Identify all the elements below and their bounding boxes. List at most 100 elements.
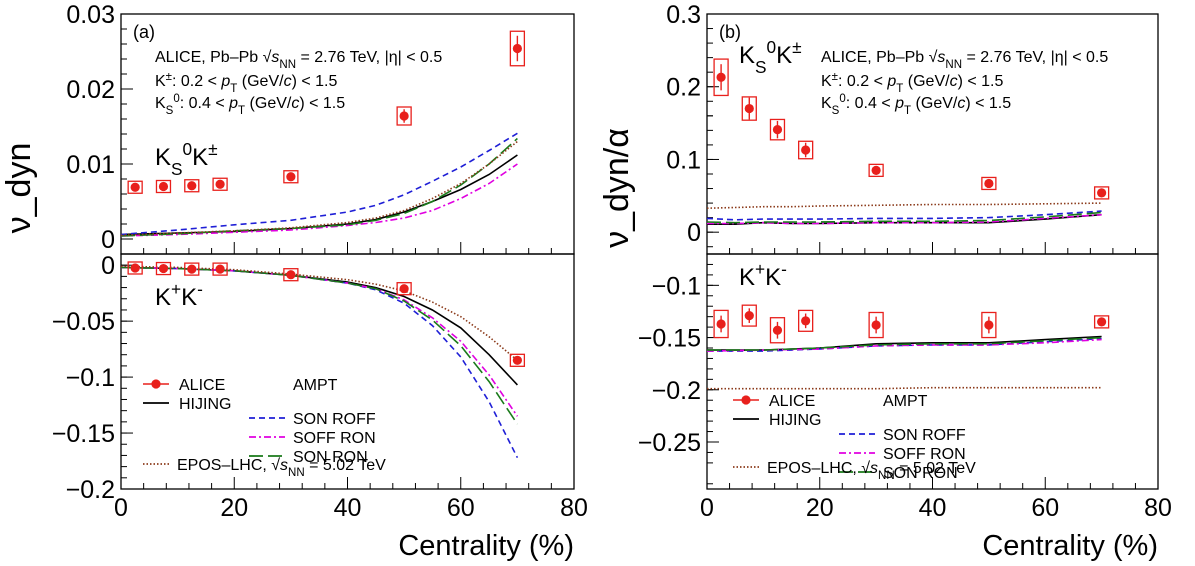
alice-sys-box [155, 261, 172, 276]
y-tick-label: −0.15 [52, 420, 115, 448]
alice-sys-box [184, 262, 200, 276]
x-tick-label: 80 [1144, 494, 1172, 522]
alice-point [716, 72, 726, 82]
alice-sys-box [283, 268, 299, 282]
y-tick-label: 0.2 [666, 74, 701, 102]
y-tick-label: 0.1 [666, 146, 701, 174]
y-tick-label: −0.1 [652, 272, 701, 300]
legend-ampt-header: AMPT [293, 377, 338, 394]
alice-point [512, 355, 522, 365]
alice-sys-box [127, 180, 143, 194]
legend: ALICE HIJING AMPT SON ROFF SOFF RON SON RONEP… [733, 393, 976, 482]
alice-sys-box [283, 170, 299, 184]
alice-point [1097, 317, 1107, 327]
alice-sys-box [741, 96, 757, 121]
alice-point [772, 325, 783, 335]
alice-sys-box [212, 262, 228, 276]
model-curve-soff_ron [707, 213, 1102, 225]
alice-point [215, 179, 225, 189]
alice-point [215, 264, 225, 274]
legend-ampt-header: AMPT [883, 393, 928, 410]
alice-sys-box [713, 309, 729, 339]
legend-label-alice: ALICE [179, 377, 225, 394]
panel-label: (a) [133, 22, 155, 42]
alice-point [871, 320, 881, 330]
panel-a: 00.010.020.030−0.05−0.1−0.15−0.20 20 40 60 8… [0, 1, 588, 562]
alice-point [772, 125, 783, 135]
subplot-top: 0 0.1 0.2 0.3 [666, 1, 1159, 255]
legend-label-soff-ron: SOFF RON [293, 430, 376, 447]
pair-label-bottom: K+K- [739, 259, 787, 291]
alice-point [187, 264, 197, 274]
header-line-2: K±: 0.2 < pT (GeV/c) < 1.5 [821, 71, 1003, 95]
y-axis-title: ν_dyn/α [598, 128, 636, 248]
legend-label-epos: EPOS–LHC, √sNN = 5.02 TeV [767, 460, 976, 482]
alice-point [871, 165, 881, 175]
alice-sys-box [868, 163, 884, 178]
alice-point [744, 311, 754, 321]
alice-point [130, 263, 140, 273]
model-curve-son_roff [707, 337, 1102, 352]
header-line-3: KS0: 0.4 < pT (GeV/c) < 1.5 [821, 93, 1011, 117]
model-curve-son_ron [707, 336, 1102, 351]
subplot-bottom: 0 −0.05 −0.1 −0.15 −0.2 [52, 252, 575, 504]
alice-point [286, 270, 296, 280]
y-tick-label: −0.15 [638, 325, 701, 353]
x-tick-label: 20 [220, 494, 248, 522]
y-tick-label: 0 [101, 252, 115, 280]
y-axis-title: ν_dyn [0, 143, 38, 234]
alice-sys-box [396, 106, 412, 126]
panel-b: 0 0.1 0.2 0.3 −0.1 −0.15 −0.2 −0.25 0 20 40 60 80 Cen… [598, 1, 1172, 562]
legend-label-hijing: HIJING [179, 396, 231, 413]
header-line-3: KS0: 0.4 < pT (GeV/c) < 1.5 [155, 93, 345, 117]
legend-label-son-roff: SON ROFF [883, 427, 966, 444]
alice-point [801, 316, 811, 326]
legend-label-soff-ron: SOFF RON [883, 446, 966, 463]
alice-sys-box [127, 261, 143, 275]
alice-sys-box [509, 30, 526, 67]
alice-point [130, 182, 140, 192]
legend-label-epos: EPOS–LHC, √sNN = 5.02 TeV [177, 457, 386, 479]
legend-label-son-roff: SON ROFF [293, 411, 376, 428]
model-curve-epos [120, 140, 518, 237]
y-tick-label: 0.3 [666, 1, 701, 29]
alice-point [984, 320, 994, 330]
alice-sys-box [798, 309, 814, 332]
panel-label: (b) [719, 22, 741, 42]
alice-point [744, 103, 754, 114]
x-tick-label: 20 [806, 494, 834, 522]
pair-label-top: KS0K± [739, 37, 802, 77]
alice-sys-box [741, 304, 757, 327]
alice-point [512, 43, 522, 54]
alice-sys-box [509, 353, 526, 367]
y-tick-label: −0.05 [52, 308, 115, 336]
y-tick-label: 0 [687, 219, 701, 247]
model-curve-son_ron [120, 266, 519, 425]
x-tick-label: 60 [1031, 494, 1059, 522]
y-tick-label: 0.02 [66, 76, 115, 104]
y-tick-label: 0 [101, 226, 115, 254]
alice-sys-box [396, 282, 412, 296]
y-tick-label: 0.03 [66, 1, 115, 29]
model-curve-son_roff [706, 210, 1102, 221]
legend-label-hijing: HIJING [769, 412, 821, 429]
x-axis-title: Centrality (%) [398, 530, 574, 562]
y-tick-label: −0.1 [66, 364, 115, 392]
alice-point [286, 172, 296, 182]
alice-point [399, 284, 409, 294]
alice-sys-box [769, 317, 786, 344]
legend-label-alice: ALICE [769, 393, 815, 410]
alice-point [158, 181, 169, 192]
model-curve-epos [707, 386, 1102, 390]
alice-point [984, 178, 994, 189]
alice-sys-box [1093, 186, 1110, 200]
pair-label-bottom: K+K- [155, 279, 203, 311]
x-tick-label: 80 [560, 494, 588, 522]
alice-sys-box [769, 118, 786, 141]
y-tick-label: −0.2 [66, 476, 115, 504]
x-tick-label: 60 [447, 494, 475, 522]
alice-point [399, 111, 409, 121]
y-tick-label: −0.25 [638, 429, 701, 457]
alice-sys-box [212, 177, 228, 191]
x-tick-label: 0 [700, 494, 714, 522]
